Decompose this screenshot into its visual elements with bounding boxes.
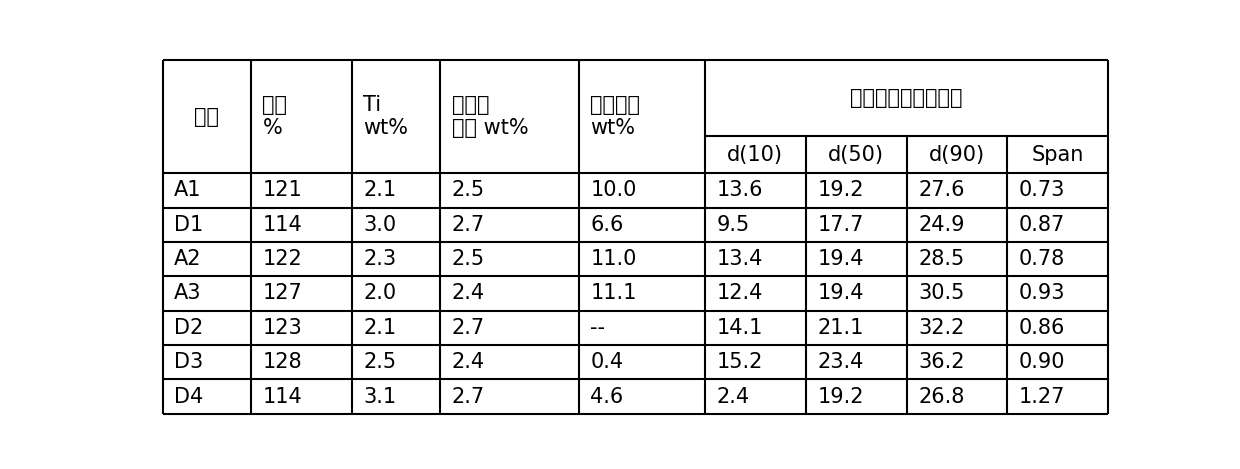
Text: 0.87: 0.87 — [1019, 215, 1065, 234]
Text: 19.4: 19.4 — [817, 249, 864, 269]
Text: 2.7: 2.7 — [451, 318, 485, 338]
Text: 2.5: 2.5 — [363, 352, 397, 372]
Text: 36.2: 36.2 — [918, 352, 965, 372]
Text: 2.1: 2.1 — [363, 181, 397, 200]
Text: 15.2: 15.2 — [717, 352, 763, 372]
Text: 12.4: 12.4 — [717, 283, 763, 303]
Text: 0.90: 0.90 — [1019, 352, 1065, 372]
Text: 19.2: 19.2 — [817, 181, 864, 200]
Text: 2.5: 2.5 — [451, 249, 485, 269]
Text: d(90): d(90) — [929, 144, 985, 165]
Text: 2.3: 2.3 — [363, 249, 397, 269]
Text: 0.93: 0.93 — [1019, 283, 1065, 303]
Text: 122: 122 — [263, 249, 303, 269]
Text: A3: A3 — [174, 283, 202, 303]
Text: 1.27: 1.27 — [1019, 386, 1065, 407]
Text: 6.6: 6.6 — [590, 215, 624, 234]
Text: A2: A2 — [174, 249, 202, 269]
Text: 11.1: 11.1 — [590, 283, 636, 303]
Text: 13.6: 13.6 — [717, 181, 763, 200]
Text: 123: 123 — [263, 318, 303, 338]
Text: 2.5: 2.5 — [451, 181, 485, 200]
Text: 催化剂组分粒度分布: 催化剂组分粒度分布 — [851, 88, 962, 108]
Text: 19.2: 19.2 — [817, 386, 864, 407]
Text: 2.7: 2.7 — [451, 386, 485, 407]
Text: d(10): d(10) — [728, 144, 784, 165]
Text: 21.1: 21.1 — [817, 318, 863, 338]
Text: 114: 114 — [263, 386, 303, 407]
Text: Ti
wt%: Ti wt% — [363, 95, 408, 138]
Text: 26.8: 26.8 — [918, 386, 965, 407]
Text: 0.4: 0.4 — [590, 352, 624, 372]
Text: 0.78: 0.78 — [1019, 249, 1065, 269]
Text: A1: A1 — [174, 181, 202, 200]
Text: 17.7: 17.7 — [817, 215, 863, 234]
Text: 2.7: 2.7 — [451, 215, 485, 234]
Text: 2.4: 2.4 — [451, 283, 485, 303]
Text: 32.2: 32.2 — [918, 318, 965, 338]
Text: 3.1: 3.1 — [363, 386, 397, 407]
Text: D4: D4 — [174, 386, 203, 407]
Text: 24.9: 24.9 — [918, 215, 965, 234]
Text: 11.0: 11.0 — [590, 249, 636, 269]
Text: 127: 127 — [263, 283, 303, 303]
Text: 121: 121 — [263, 181, 303, 200]
Text: D2: D2 — [174, 318, 203, 338]
Text: 0.73: 0.73 — [1019, 181, 1065, 200]
Text: D3: D3 — [174, 352, 203, 372]
Text: 2.0: 2.0 — [363, 283, 397, 303]
Text: 二醇酯
含量 wt%: 二醇酯 含量 wt% — [451, 95, 528, 138]
Text: 收率
%: 收率 % — [263, 95, 288, 138]
Text: D1: D1 — [174, 215, 203, 234]
Text: 3.0: 3.0 — [363, 215, 397, 234]
Text: Span: Span — [1032, 144, 1084, 165]
Text: 0.86: 0.86 — [1019, 318, 1065, 338]
Text: 9.5: 9.5 — [717, 215, 750, 234]
Text: 编号: 编号 — [195, 106, 219, 127]
Text: 2.4: 2.4 — [451, 352, 485, 372]
Text: 14.1: 14.1 — [717, 318, 763, 338]
Text: 4.6: 4.6 — [590, 386, 624, 407]
Text: 30.5: 30.5 — [918, 283, 965, 303]
Text: d(50): d(50) — [828, 144, 884, 165]
Text: 114: 114 — [263, 215, 303, 234]
Text: 28.5: 28.5 — [918, 249, 965, 269]
Text: --: -- — [590, 318, 605, 338]
Text: 27.6: 27.6 — [918, 181, 965, 200]
Text: 二醚含量
wt%: 二醚含量 wt% — [590, 95, 640, 138]
Text: 10.0: 10.0 — [590, 181, 636, 200]
Text: 2.1: 2.1 — [363, 318, 397, 338]
Text: 128: 128 — [263, 352, 303, 372]
Text: 19.4: 19.4 — [817, 283, 864, 303]
Text: 2.4: 2.4 — [717, 386, 749, 407]
Text: 13.4: 13.4 — [717, 249, 763, 269]
Text: 23.4: 23.4 — [817, 352, 863, 372]
